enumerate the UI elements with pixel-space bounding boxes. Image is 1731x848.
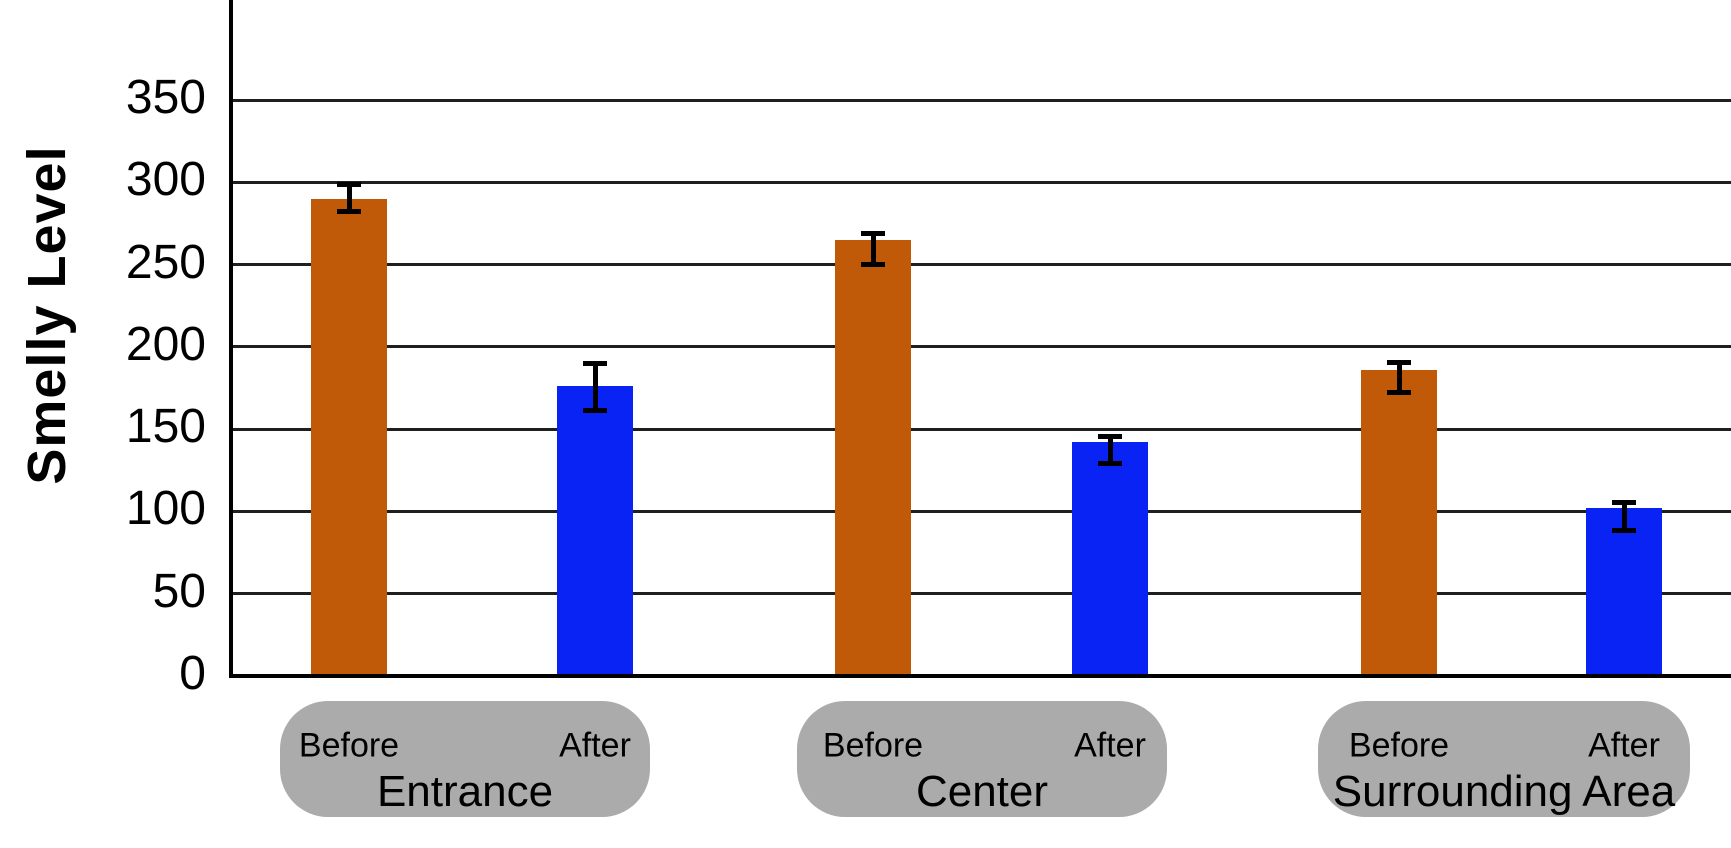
y-tick-label-0: 0 xyxy=(179,647,206,701)
error-bar-cap-bottom xyxy=(861,261,885,267)
y-tick-label-100: 100 xyxy=(125,482,206,536)
error-bar-cap-top xyxy=(1612,499,1636,505)
gridline-100 xyxy=(232,509,1731,513)
error-bar-cap-bottom xyxy=(1387,389,1411,395)
y-tick-label-300: 300 xyxy=(125,153,206,207)
error-bar-line xyxy=(1107,435,1113,464)
y-tick-label-350: 350 xyxy=(125,71,206,125)
bar-entrance-after xyxy=(557,386,633,676)
y-tick-label-150: 150 xyxy=(125,400,206,454)
group-label-center: Center xyxy=(915,767,1049,816)
group-label-surrounding-area: Surrounding Area xyxy=(1332,767,1676,816)
series-label-before: Before xyxy=(822,726,924,765)
gridline-250 xyxy=(232,263,1731,267)
group-pill-entrance xyxy=(280,701,650,817)
error-bar-cap-top xyxy=(1387,359,1411,365)
error-bar-cap-top xyxy=(861,231,885,237)
gridline-50 xyxy=(232,592,1731,596)
error-bar-line xyxy=(592,363,598,412)
error-bar-line xyxy=(1396,361,1402,393)
series-label-before: Before xyxy=(1348,726,1450,765)
bar-center-before xyxy=(835,239,911,676)
group-label-entrance: Entrance xyxy=(376,767,554,816)
bar-surrounding-area-before xyxy=(1361,369,1437,676)
gridline-300 xyxy=(232,180,1731,184)
y-tick-label-250: 250 xyxy=(125,235,206,289)
error-bar-cap-bottom xyxy=(1612,528,1636,534)
error-bar-cap-bottom xyxy=(1098,460,1122,466)
error-bar-cap-top xyxy=(337,181,361,187)
error-bar-line xyxy=(870,233,876,265)
gridline-200 xyxy=(232,345,1731,349)
group-pill-center xyxy=(797,701,1167,817)
bar-entrance-before xyxy=(311,198,387,676)
series-label-before: Before xyxy=(298,726,400,765)
group-pill-surrounding-area xyxy=(1318,701,1690,817)
bar-surrounding-area-after xyxy=(1586,508,1662,676)
series-label-after: After xyxy=(1588,726,1660,765)
y-axis-line xyxy=(229,0,233,678)
x-axis-line xyxy=(229,674,1731,678)
error-bar-cap-top xyxy=(1098,433,1122,439)
error-bar-cap-top xyxy=(583,361,607,367)
series-label-after: After xyxy=(1074,726,1146,765)
series-label-after: After xyxy=(559,726,631,765)
bar-center-after xyxy=(1072,442,1148,676)
gridline-350 xyxy=(232,98,1731,102)
error-bar-line xyxy=(346,183,352,212)
error-bar-cap-bottom xyxy=(337,208,361,214)
error-bar-cap-bottom xyxy=(583,408,607,414)
error-bar-line xyxy=(1621,501,1627,532)
y-tick-label-200: 200 xyxy=(125,317,206,371)
y-tick-label-50: 50 xyxy=(152,564,206,618)
gridline-150 xyxy=(232,427,1731,431)
